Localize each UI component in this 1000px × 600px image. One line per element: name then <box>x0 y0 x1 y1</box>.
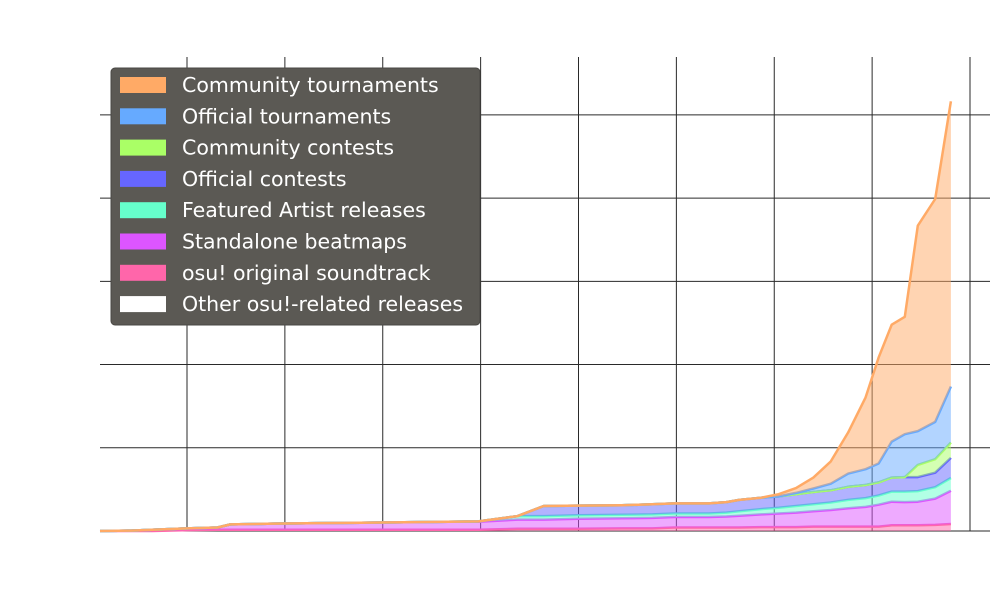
legend-label-community-contests: Community contests <box>182 136 394 160</box>
legend-label-other-osu-related-releases: Other osu!-related releases <box>182 292 463 316</box>
legend-label-featured-artist-releases: Featured Artist releases <box>182 198 426 222</box>
area-standalone-beatmaps <box>100 490 951 531</box>
legend-label-community-tournaments: Community tournaments <box>182 73 439 97</box>
legend-label-official-tournaments: Official tournaments <box>182 104 391 128</box>
legend-label-standalone-beatmaps: Standalone beatmaps <box>182 230 407 254</box>
legend-swatch-osu-original-soundtrack <box>120 264 166 281</box>
legend-label-official-contests: Official contests <box>182 167 347 191</box>
legend: Community tournaments Official tournament… <box>110 67 481 326</box>
legend-swatch-featured-artist-releases <box>120 202 166 219</box>
legend-label-osu-original-soundtrack: osu! original soundtrack <box>182 261 431 285</box>
plot-area <box>99 101 953 533</box>
area-osu-original-soundtrack <box>100 524 951 531</box>
legend-swatch-community-tournaments <box>120 77 166 93</box>
legend-swatch-other-osu-related-releases <box>120 296 166 313</box>
legend-box <box>110 67 481 326</box>
line-community-tournaments <box>99 101 953 533</box>
legend-swatch-standalone-beatmaps <box>120 233 166 250</box>
legend-swatch-official-contests <box>120 170 166 187</box>
legend-swatch-community-contests <box>120 139 166 156</box>
legend-swatch-official-tournaments <box>120 108 166 125</box>
